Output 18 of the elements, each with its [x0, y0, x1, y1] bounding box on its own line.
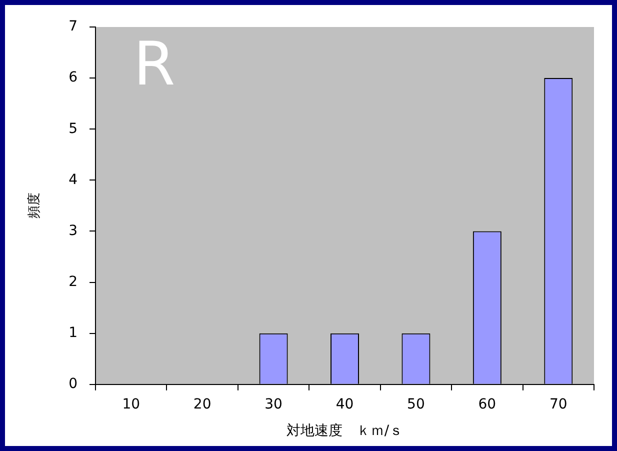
y-tick-label: 2	[68, 274, 78, 290]
y-tick-label: 5	[68, 120, 78, 137]
y-tick-label: 0	[68, 376, 78, 392]
x-tick-label: 10	[122, 396, 140, 412]
y-axis-title: 頻度	[26, 192, 42, 219]
x-tick-label: 30	[264, 396, 282, 412]
y-tick-label: 7	[68, 18, 78, 35]
y-tick-label: 4	[68, 172, 78, 188]
x-axis-title: 対地速度 ｋｍ/ｓ	[286, 423, 404, 440]
y-tick-label: 1	[68, 324, 78, 341]
annotation: R	[134, 30, 176, 100]
x-tick-label: 60	[478, 396, 496, 412]
x-tick-label: 40	[336, 396, 354, 412]
x-tick-label: 20	[193, 396, 212, 412]
y-tick-label: 6	[68, 70, 78, 86]
y-tick-label: 3	[68, 222, 78, 239]
x-tick-label: 70	[549, 396, 568, 412]
x-tick-label: 50	[407, 396, 425, 412]
